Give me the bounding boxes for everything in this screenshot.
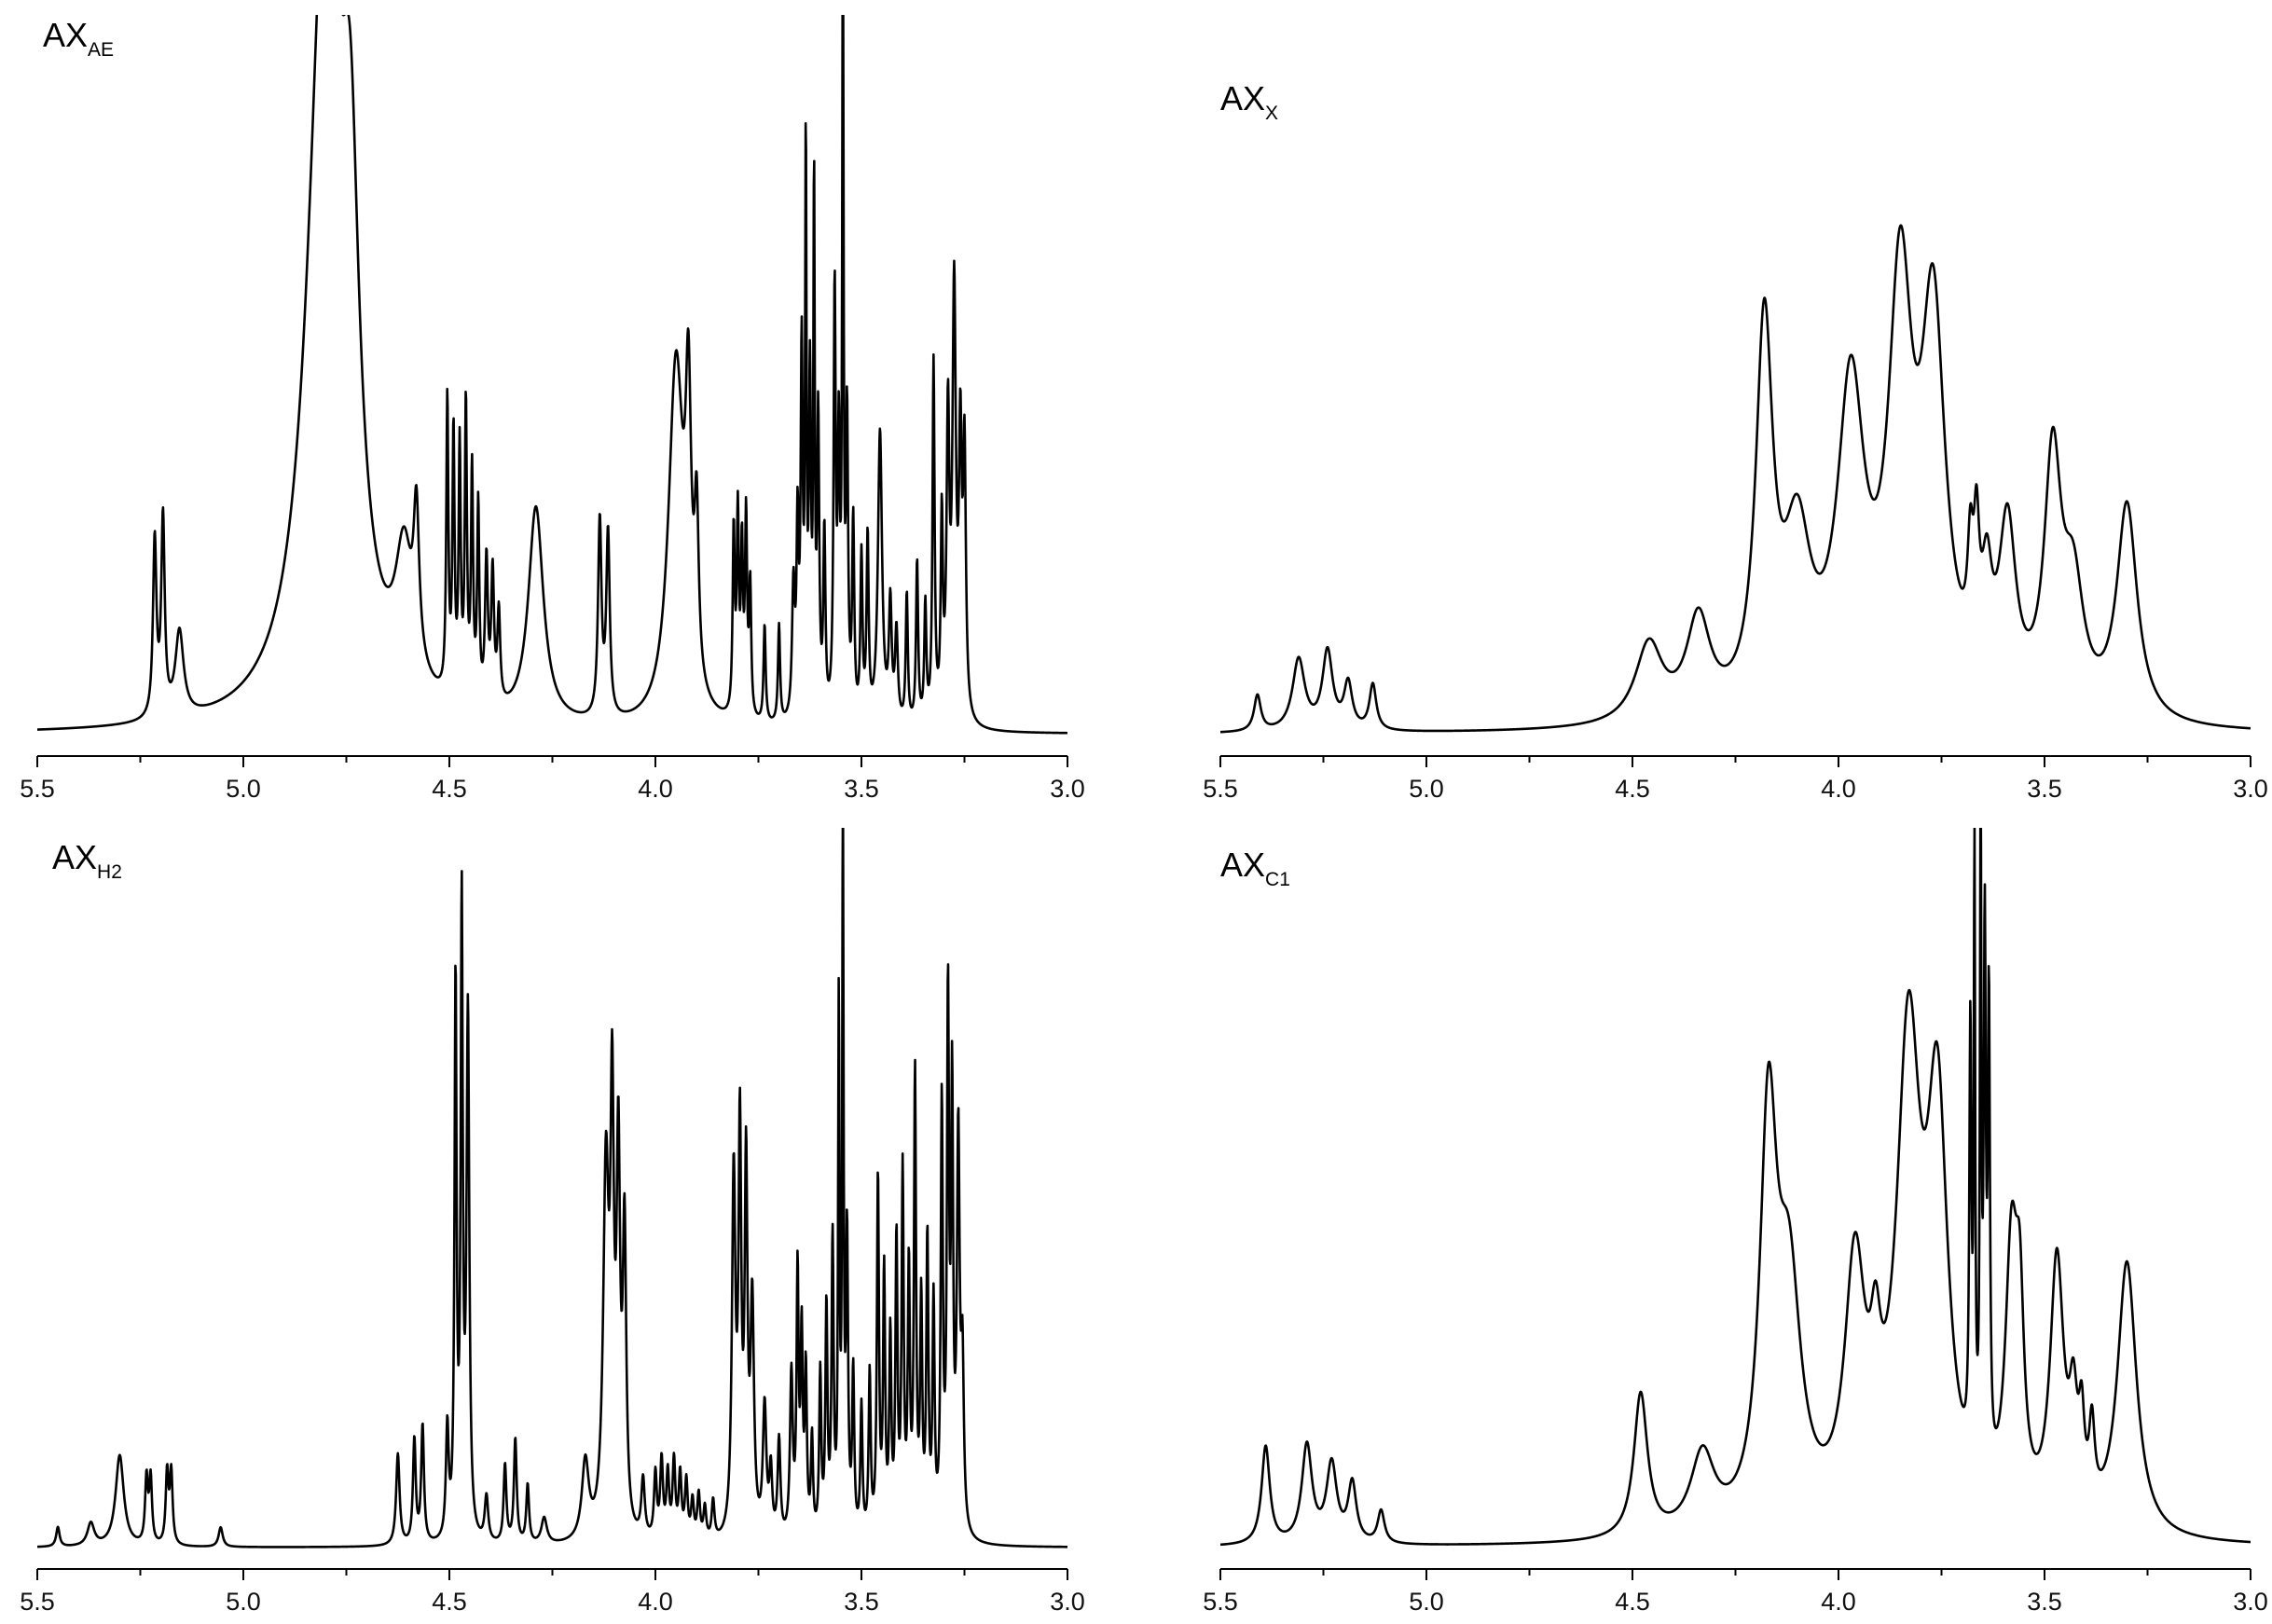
x-tick-label: 3.5 (844, 775, 879, 803)
spectrum-panel-ax-h2: 5.5 5.0 4.5 4.0 3.5 3.0 AXH2 (17, 820, 1085, 1622)
x-tick-label: 3.5 (2027, 1588, 2062, 1616)
x-tick-label: 4.0 (1821, 775, 1856, 803)
spectrum-line (1220, 224, 2251, 734)
panel-title: AXAE (43, 16, 115, 61)
x-tick-label: 4.5 (432, 775, 467, 803)
x-tick-label: 5.5 (20, 1588, 55, 1616)
x-tick-label: 5.5 (1203, 1588, 1238, 1616)
x-tick-label: 4.0 (638, 1588, 673, 1616)
x-tick-label: 4.5 (1615, 1588, 1650, 1616)
x-tick-label: 5.5 (1203, 775, 1238, 803)
spectrum-line (37, 828, 1067, 1548)
x-tick-label: 5.0 (1409, 775, 1444, 803)
x-tick-label: 3.0 (1050, 775, 1085, 803)
x-tick-label: 3.5 (844, 1588, 879, 1616)
x-tick-label: 4.5 (432, 1588, 467, 1616)
spectrum-line (37, 15, 1067, 735)
x-tick-label: 3.0 (1050, 1588, 1085, 1616)
spectrum-svg: 5.5 5.0 4.5 4.0 3.5 3.0 (1203, 828, 2268, 1616)
spectrum-panel-ax-c1: 5.5 5.0 4.5 4.0 3.5 3.0 AXC1 (1200, 820, 2268, 1622)
spectrum-svg: 5.5 5.0 4.5 4.0 3.5 3.0 (1203, 224, 2268, 803)
x-tick-label: 3.5 (2027, 775, 2062, 803)
panel-title: AXH2 (52, 838, 122, 883)
spectrum-panel-ax-ae: 5.5 5.0 4.5 4.0 3.5 3.0 AXAE (17, 7, 1085, 809)
x-tick-label: 4.5 (1615, 775, 1650, 803)
x-tick-label: 3.0 (2233, 1588, 2268, 1616)
x-tick-label: 4.0 (1821, 1588, 1856, 1616)
spectrum-panel-ax-x: 5.5 5.0 4.5 4.0 3.5 3.0 AXX (1200, 7, 2268, 809)
x-tick-label: 5.0 (226, 1588, 261, 1616)
x-tick-label: 5.0 (1409, 1588, 1444, 1616)
x-tick-label: 4.0 (638, 775, 673, 803)
panel-title: AXC1 (1220, 846, 1290, 890)
x-tick-label: 3.0 (2233, 775, 2268, 803)
spectrum-svg: 5.5 5.0 4.5 4.0 3.5 3.0 (20, 828, 1085, 1616)
spectrum-line (1220, 828, 2251, 1547)
x-tick-label: 5.5 (20, 775, 55, 803)
spectrum-svg: 5.5 5.0 4.5 4.0 3.5 3.0 (20, 15, 1085, 803)
panel-title: AXX (1220, 79, 1279, 124)
x-tick-label: 5.0 (226, 775, 261, 803)
